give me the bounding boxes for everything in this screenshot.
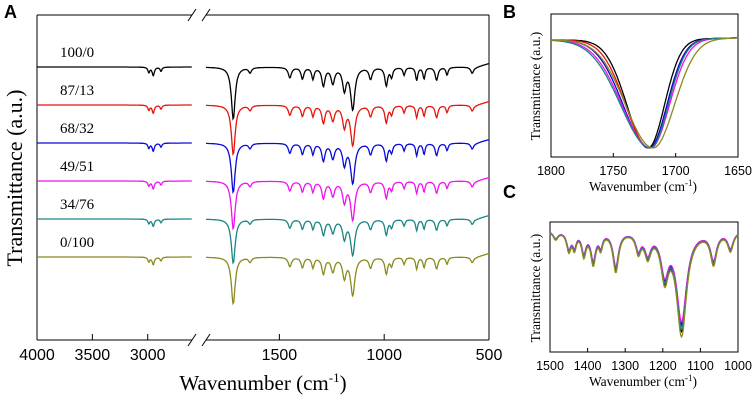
panel-c-series: [549, 232, 739, 339]
panel-c-ylabel: Transmittance (a.u.): [528, 234, 543, 343]
panel-a-letter: A: [4, 2, 17, 22]
panel-b-xtick-label: 1800: [537, 164, 565, 178]
panel-c-xtick-label: 1100: [687, 359, 714, 373]
panel-b-series-line: [551, 37, 738, 149]
panel-b-xtick-label: 1650: [724, 164, 752, 178]
panel-a-series-line: [37, 104, 192, 115]
panel-b-xlabel-main: Wavenumber (cm: [589, 179, 685, 194]
panel-a: A 4000 3500 3000 1500 1000 500 100/0 87/13 68/3…: [2, 2, 502, 395]
panel-a-ylabel: Transmittance (a.u.): [2, 90, 27, 267]
panel-b-xtick-label: 1700: [662, 164, 690, 178]
panel-b-series-line: [551, 37, 738, 149]
panel-a-series-line: [206, 214, 490, 265]
panel-c-xtick-label: 1300: [611, 359, 639, 373]
panel-b: B 1800 1750 1700 1650 Transmittance (a.u.) …: [503, 2, 752, 194]
panel-a-xlabel-close: ): [340, 371, 347, 395]
panel-b-series-line: [551, 37, 738, 149]
panel-a-legend-label: 68/32: [60, 121, 94, 137]
panel-b-xtick-label: 1750: [599, 164, 627, 178]
panel-a-xtick-label: 3000: [130, 347, 166, 364]
panel-a-series-line: [206, 62, 490, 121]
panel-a-series-line: [37, 256, 192, 266]
panel-a-xlabel-sup: -1: [329, 370, 340, 385]
panel-b-series-line: [551, 37, 738, 149]
panel-b-ylabel: Transmittance (a.u.): [528, 32, 543, 141]
panel-b-series-line: [550, 37, 738, 149]
panel-c-xlabel-sup: -1: [685, 373, 693, 383]
panel-a-legend-label: 100/0: [60, 45, 94, 61]
panel-c-frame: [549, 221, 739, 353]
panel-a-series-line: [206, 138, 490, 195]
panel-a-legend-label: 49/51: [60, 159, 94, 175]
panel-a-series-line: [37, 66, 192, 77]
panel-a-xtick-label: 500: [476, 347, 503, 364]
panel-c-letter: C: [503, 182, 516, 202]
panel-a-series: [37, 62, 490, 306]
panel-a-series-line: [206, 252, 490, 306]
panel-a-legend-label: 0/100: [60, 235, 94, 251]
panel-a-series-line: [206, 100, 490, 157]
panel-c-xtick-label: 1200: [649, 359, 677, 373]
panel-a-xtick-label: 4000: [19, 347, 55, 364]
panel-a-axis-break-bottom: [187, 333, 211, 347]
panel-b-letter: B: [503, 2, 516, 22]
panel-b-xlabel-sup: -1: [685, 178, 693, 188]
panel-a-xtick-label: 3500: [75, 347, 111, 364]
panel-a-x-ticks: 4000 3500 3000 1500 1000 500: [19, 334, 502, 364]
panel-c-series-line: [549, 232, 739, 324]
panel-a-xlabel-main: Wavenumber (cm: [179, 371, 328, 395]
panel-a-series-line: [206, 176, 490, 231]
panel-c-xtick-label: 1500: [536, 359, 564, 373]
panel-a-series-line: [37, 180, 192, 191]
panel-b-series-line: [551, 37, 739, 149]
panel-a-legend: 100/0 87/13 68/32 49/51 34/76 0/100: [60, 45, 95, 251]
panel-a-xtick-label: 1000: [366, 347, 402, 364]
panel-c-xlabel-main: Wavenumber (cm: [589, 374, 685, 389]
panel-c-xlabel-close: ): [693, 374, 698, 389]
panel-c: C 1500 1400 1300 1200 1100 1000 Transmittance…: [503, 182, 752, 389]
panel-a-xlabel: Wavenumber (cm-1): [179, 370, 346, 395]
panel-c-series-line: [549, 232, 739, 339]
panel-b-xlabel: Wavenumber (cm-1): [589, 178, 697, 194]
panel-b-x-ticks: 1800 1750 1700 1650: [537, 153, 752, 178]
panel-c-x-ticks: 1500 1400 1300 1200 1100 1000: [536, 348, 752, 373]
panel-a-series-line: [37, 218, 192, 228]
panel-a-series-line: [37, 142, 192, 153]
panel-c-xtick-label: 1000: [724, 359, 752, 373]
panel-c-xtick-label: 1400: [574, 359, 602, 373]
panel-a-legend-label: 87/13: [60, 83, 94, 99]
panel-b-frame: [550, 13, 739, 158]
panel-b-series: [550, 37, 739, 149]
panel-a-axis-break-top: [187, 8, 211, 22]
panel-a-legend-label: 34/76: [60, 197, 95, 213]
panel-c-xlabel: Wavenumber (cm-1): [589, 373, 697, 389]
panel-a-xtick-label: 1500: [262, 347, 298, 364]
panel-b-xlabel-close: ): [693, 179, 698, 194]
